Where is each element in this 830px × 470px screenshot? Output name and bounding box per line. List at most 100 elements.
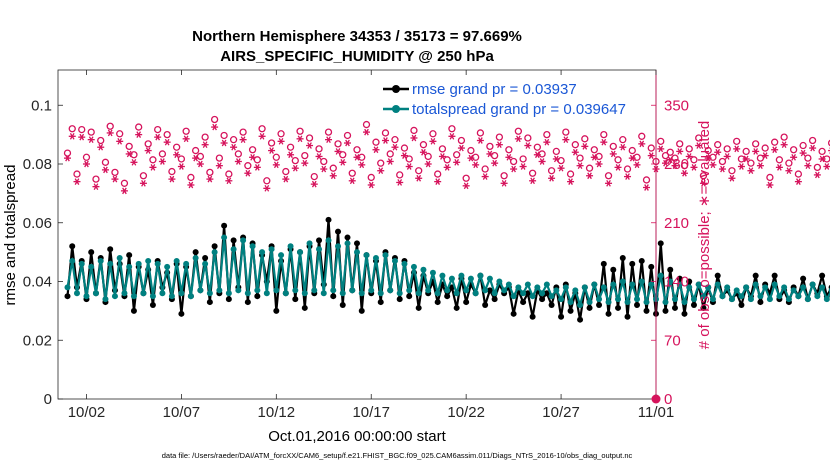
obs-possible-point	[286, 143, 295, 151]
spread-point	[709, 296, 716, 303]
spread-point	[463, 287, 470, 294]
plot-area	[57, 69, 657, 400]
spread-point	[596, 296, 603, 303]
rmse-point	[510, 310, 517, 317]
spread-point	[619, 278, 626, 285]
obs-evaluated-point	[405, 163, 413, 170]
legend: rmse grand pr = 0.03937 totalspread gran…	[383, 81, 626, 118]
x-tick-label: 10/27	[542, 404, 580, 421]
rmse-point	[244, 299, 251, 306]
spread-point	[657, 272, 664, 279]
obs-evaluated-point	[505, 153, 513, 161]
spread-point	[268, 246, 275, 253]
spread-point	[809, 281, 816, 288]
spread-point	[135, 260, 142, 267]
obs-possible-point	[600, 130, 608, 139]
obs-possible-point	[472, 153, 480, 161]
rmse-point	[64, 293, 71, 300]
spread-point	[467, 275, 474, 282]
obs-evaluated-point	[595, 160, 603, 168]
obs-evaluated-point	[443, 164, 451, 171]
spread-point	[686, 284, 693, 291]
spread-point	[126, 263, 133, 270]
spread-point	[562, 284, 569, 291]
spread-point	[358, 290, 365, 297]
rmse-point	[615, 304, 622, 311]
obs-possible-point	[419, 141, 428, 149]
obs-evaluated-point	[699, 179, 707, 187]
legend-spread-marker	[392, 105, 400, 113]
obs-evaluated-point	[766, 181, 774, 189]
obs-possible-point	[500, 172, 508, 180]
spread-point	[434, 290, 441, 297]
rmse-point	[577, 316, 584, 323]
obs-possible-point	[453, 151, 461, 159]
rmse-point	[610, 266, 617, 273]
obs-possible-point	[149, 156, 157, 164]
obs-evaluated-point	[666, 156, 674, 164]
obs-evaluated-point	[695, 142, 703, 149]
spread-point	[558, 296, 565, 303]
obs-possible-point	[405, 155, 413, 163]
rmse-point	[434, 299, 441, 306]
spread-point	[458, 272, 465, 279]
spread-point	[572, 287, 579, 294]
obs-possible-point	[410, 126, 418, 135]
obs-evaluated-point	[600, 138, 608, 146]
obs-evaluated-point	[457, 144, 465, 152]
spread-point	[814, 293, 821, 300]
obs-possible-point	[638, 132, 646, 140]
spread-point	[116, 255, 123, 261]
obs-evaluated-point	[747, 167, 755, 175]
rmse-point	[358, 307, 365, 314]
obs-possible-point	[775, 156, 784, 164]
spread-point	[178, 290, 185, 297]
spread-point	[520, 290, 527, 297]
obs-possible-point	[267, 139, 276, 147]
rmse-point	[681, 310, 688, 317]
obs-possible-point	[381, 129, 390, 137]
obs-evaluated-point	[329, 172, 337, 180]
obs-evaluated-point	[97, 143, 105, 151]
obs-evaluated-point	[92, 183, 100, 190]
obs-possible-point	[301, 151, 309, 160]
obs-evaluated-point	[476, 137, 484, 144]
rmse-point	[206, 299, 213, 306]
rmse-point	[624, 313, 631, 320]
obs-possible-point	[438, 145, 447, 153]
spread-point	[515, 284, 522, 291]
spread-point	[230, 246, 237, 253]
obs-possible-point	[429, 130, 437, 138]
obs-possible-point	[244, 162, 252, 170]
spread-point	[429, 269, 436, 276]
obs-evaluated-point	[154, 133, 162, 141]
spread-point	[766, 296, 773, 303]
obs-possible-point	[424, 152, 432, 161]
obs-evaluated-point	[135, 131, 143, 138]
obs-evaluated-point	[168, 175, 176, 183]
obs-possible-point	[609, 142, 617, 151]
rmse-point	[600, 260, 607, 267]
obs-possible-point	[343, 131, 352, 140]
spread-point	[676, 281, 683, 288]
obs-possible-point	[827, 139, 830, 147]
obs-possible-point	[680, 162, 689, 170]
spread-point	[425, 287, 432, 294]
obs-possible-point	[486, 142, 494, 151]
spread-point	[819, 284, 826, 291]
obs-evaluated-point	[358, 161, 366, 169]
spread-point	[472, 290, 479, 297]
rmse-point	[629, 260, 636, 267]
obs-evaluated-point	[396, 179, 404, 186]
obs-possible-point	[524, 134, 532, 142]
obs-evaluated-point	[291, 164, 299, 172]
spread-point	[823, 296, 830, 303]
rmse-point	[444, 293, 451, 300]
rmse-point	[335, 228, 342, 235]
obs-possible-point	[130, 151, 138, 159]
obs-evaluated-point	[282, 175, 290, 183]
obs-possible-point	[182, 127, 190, 135]
obs-possible-point	[728, 167, 736, 175]
left-tick-label: 0.08	[23, 156, 52, 173]
obs-possible-point	[73, 170, 81, 178]
